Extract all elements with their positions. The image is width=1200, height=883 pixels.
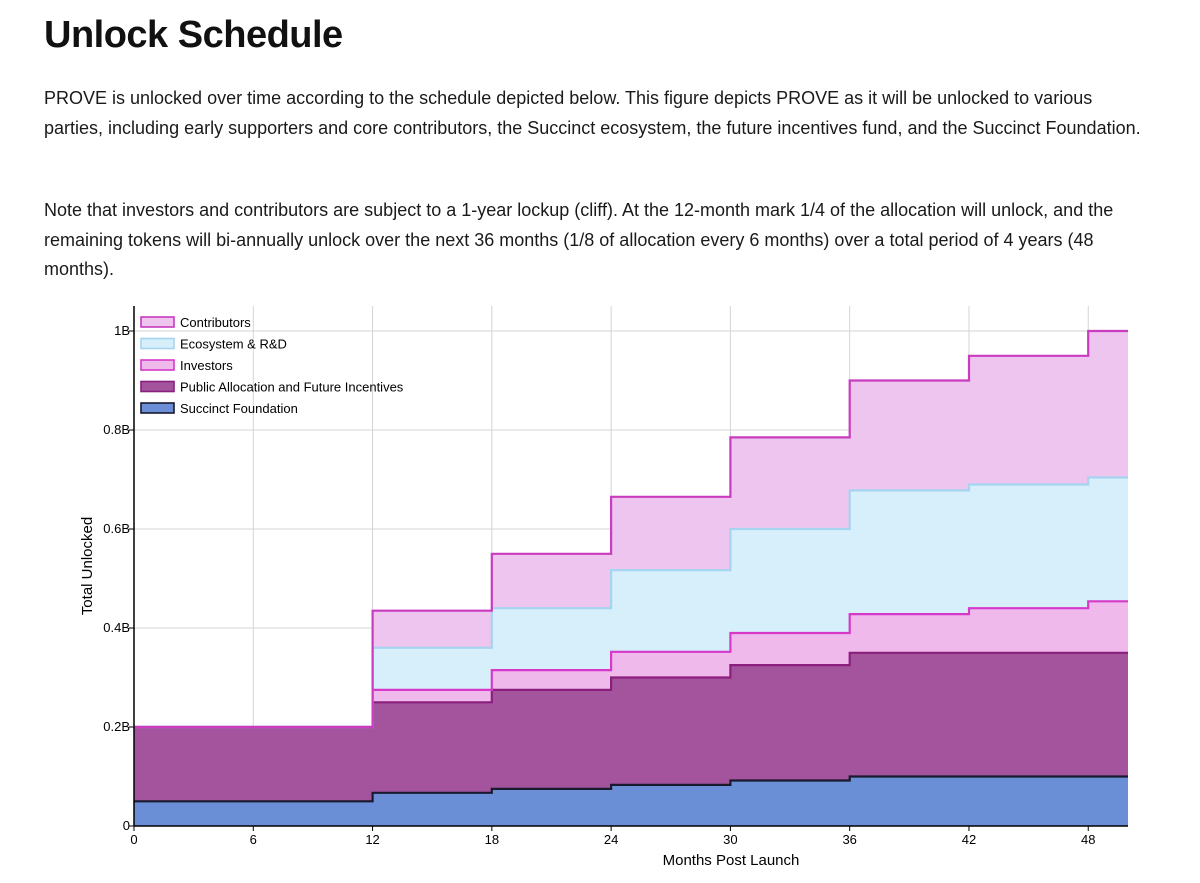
legend-label: Ecosystem & R&D — [180, 337, 287, 352]
legend-label: Investors — [180, 358, 233, 373]
y-tick-label: 1B — [114, 323, 130, 338]
y-tick-label: 0.8B — [103, 422, 130, 437]
series-areas — [134, 331, 1128, 826]
x-tick-label: 18 — [485, 832, 499, 847]
legend-swatch — [140, 359, 175, 371]
legend-item-investors: Investors — [140, 358, 233, 373]
series-area-ecosystem-r-d — [134, 477, 1128, 727]
x-tick-label: 12 — [365, 832, 379, 847]
y-tick-label: 0.4B — [103, 620, 130, 635]
y-axis-title: Total Unlocked — [79, 517, 96, 615]
y-tick-label: 0.6B — [103, 521, 130, 536]
legend-item-public-allocation-and-future-incentives: Public Allocation and Future Incentives — [140, 380, 404, 395]
series-area-contributors — [134, 331, 1128, 727]
lockup-note-paragraph: Note that investors and contributors are… — [44, 200, 1114, 279]
series-line-contributors — [134, 329, 1128, 729]
legend-label: Contributors — [180, 315, 251, 330]
x-tick-label: 48 — [1081, 832, 1095, 847]
page-title: Unlock Schedule — [44, 14, 343, 56]
x-tick-label: 24 — [604, 832, 618, 847]
legend-swatch — [140, 402, 175, 414]
x-tick-label: 0 — [130, 832, 137, 847]
y-tick-label: 0.2B — [103, 719, 130, 734]
legend-item-contributors: Contributors — [140, 315, 251, 330]
legend-label: Succinct Foundation — [180, 401, 298, 416]
legend-swatch — [140, 316, 175, 328]
legend-item-ecosystem-r-d: Ecosystem & R&D — [140, 337, 287, 352]
series-line-ecosystem-r-d — [134, 476, 1128, 729]
legend-item-succinct-foundation: Succinct Foundation — [140, 401, 298, 416]
x-tick-label: 30 — [723, 832, 737, 847]
intro-paragraph: PROVE is unlocked over time according to… — [44, 88, 1141, 138]
legend: Contributors Ecosystem & R&D Investors Publ… — [140, 315, 404, 416]
series-line-public-allocation-and-future-incentives — [134, 651, 1128, 729]
series-lines — [134, 329, 1128, 803]
series-line-succinct-foundation — [134, 775, 1128, 803]
legend-swatch — [140, 337, 175, 350]
x-tick-label: 42 — [962, 832, 976, 847]
x-tick-label: 6 — [250, 832, 257, 847]
y-tick-label: 0 — [123, 818, 130, 833]
series-area-succinct-foundation — [134, 776, 1128, 826]
x-axis-title: Months Post Launch — [663, 852, 800, 869]
legend-swatch — [140, 380, 175, 393]
legend-label: Public Allocation and Future Incentives — [180, 380, 404, 395]
x-tick-label: 36 — [842, 832, 856, 847]
series-area-investors — [134, 601, 1128, 727]
series-line-investors — [134, 600, 1128, 729]
series-area-public-allocation-and-future-incentives — [134, 652, 1128, 802]
